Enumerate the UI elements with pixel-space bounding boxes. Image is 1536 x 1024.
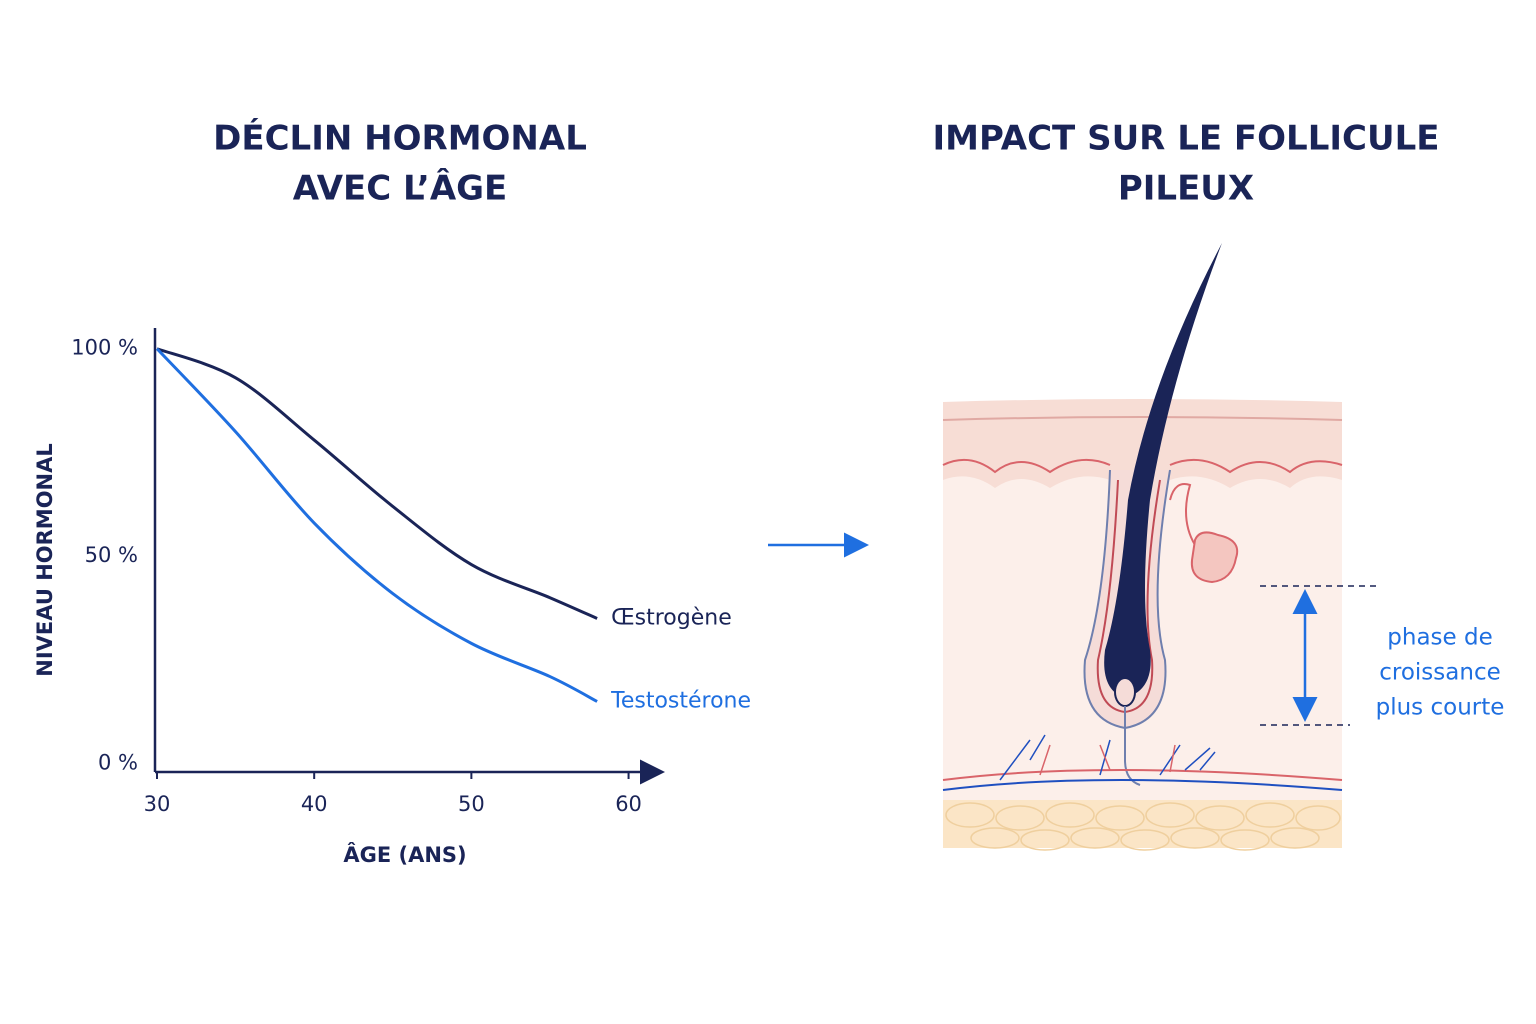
series-label: Œstrogène [611,605,732,630]
y-axis-title: NIVEAU HORMONAL [33,443,57,677]
x-axis-title: ÂGE (ANS) [343,842,466,867]
series-label: Testostérone [610,688,751,713]
x-tick-label: 30 [144,792,171,816]
x-tick-label: 60 [615,792,642,816]
x-tick-label: 40 [301,792,328,816]
y-tick-label: 0 % [98,751,138,775]
x-tick-label: 50 [458,792,485,816]
y-tick-label: 100 % [71,336,138,360]
diagram-title: PILEUX [1118,169,1254,209]
skin-diagram [942,243,1343,851]
annotation: plus courte [1376,695,1505,721]
plot: 0 % 50 % 100 % 30 40 50 60 Œstrogène Testostéron… [71,336,751,816]
annotation: phase de [1387,625,1492,651]
y-tick-label: 50 % [85,543,138,567]
series-line [155,347,598,703]
chart-title: DÉCLIN HORMONAL [213,118,587,159]
annotation: croissance [1379,660,1501,686]
series-line [156,347,598,620]
diagram-title: IMPACT SUR LE FOLLICULE [933,119,1440,159]
chart-title: AVEC L’ÂGE [293,168,508,209]
